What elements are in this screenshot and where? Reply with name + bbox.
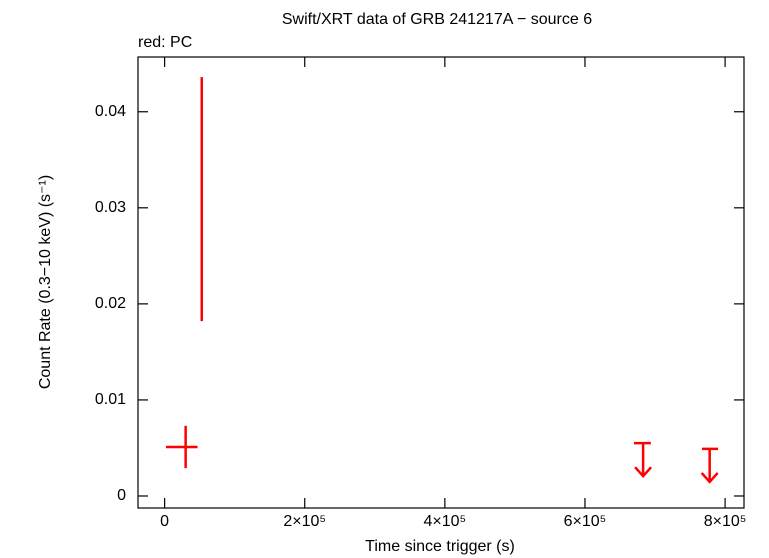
legend-text: red: PC [138, 34, 192, 51]
upper-limit-arrow [700, 448, 719, 484]
y-tick-label: 0.03 [95, 199, 126, 216]
plot-frame [137, 56, 745, 509]
x-tick-label: 4×10⁵ [424, 513, 467, 530]
x-tick-label: 2×10⁵ [283, 513, 326, 530]
y-tick-label: 0 [117, 487, 126, 504]
y-tick-label: 0.01 [95, 391, 126, 408]
x-tick-label: 0 [160, 513, 169, 530]
y-tick-label: 0.04 [95, 103, 126, 120]
y-tick-label: 0.02 [95, 295, 126, 312]
x-axis-label: Time since trigger (s) [365, 538, 515, 555]
x-tick-label: 8×10⁵ [704, 513, 747, 530]
chart-title: Swift/XRT data of GRB 241217A − source 6 [282, 11, 592, 28]
x-tick-label: 6×10⁵ [564, 513, 607, 530]
upper-limit-arrow [634, 443, 653, 479]
y-axis-label: Count Rate (0.3−10 keV) (s⁻¹) [37, 175, 54, 389]
